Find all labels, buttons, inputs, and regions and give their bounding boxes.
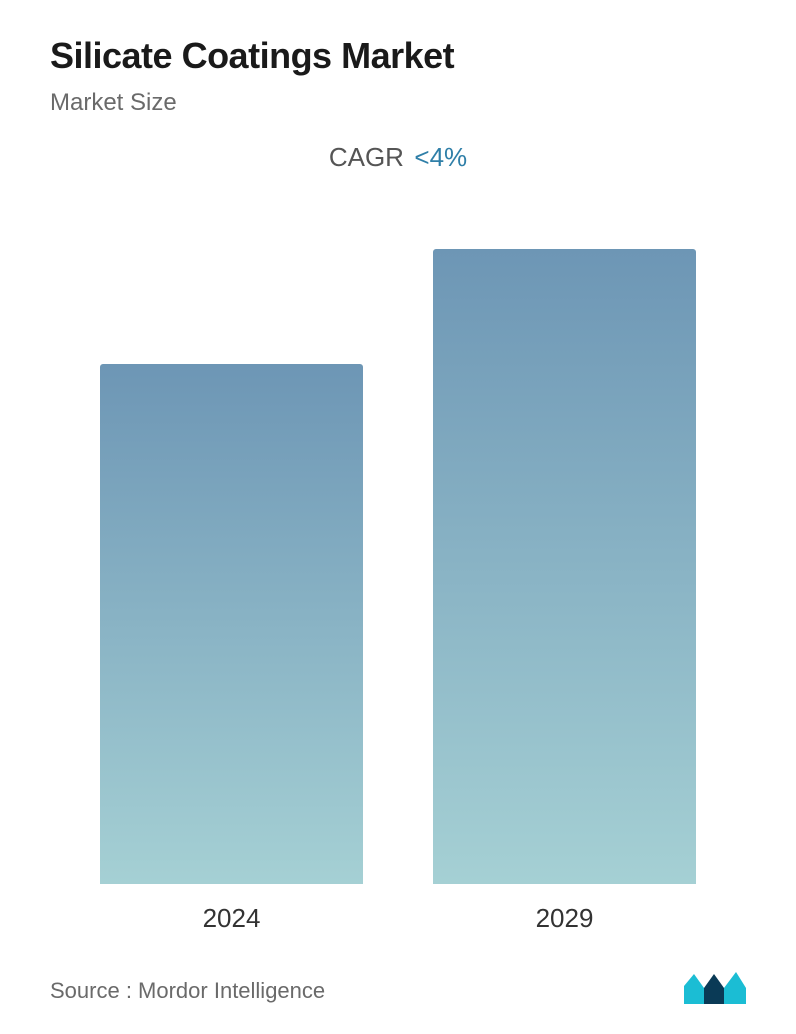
page-title: Silicate Coatings Market bbox=[50, 35, 746, 77]
bar-group-1 bbox=[433, 249, 696, 884]
chart-container: Silicate Coatings Market Market Size CAG… bbox=[0, 0, 796, 1034]
x-label-1: 2029 bbox=[433, 903, 696, 934]
x-label-0: 2024 bbox=[100, 903, 363, 934]
bar-chart: 2024 2029 bbox=[80, 203, 716, 944]
cagr-label: CAGR bbox=[329, 142, 404, 172]
x-axis-labels: 2024 2029 bbox=[80, 903, 716, 934]
bar-1 bbox=[433, 249, 696, 884]
footer: Source : Mordor Intelligence bbox=[50, 944, 746, 1004]
source-text: Source : Mordor Intelligence bbox=[50, 978, 325, 1004]
bars-wrap bbox=[80, 244, 716, 884]
brand-logo-icon bbox=[684, 964, 746, 1004]
cagr-row: CAGR <4% bbox=[50, 142, 746, 173]
subtitle: Market Size bbox=[50, 89, 746, 117]
bar-0 bbox=[100, 364, 363, 884]
cagr-value: <4% bbox=[414, 142, 467, 172]
bar-group-0 bbox=[100, 364, 363, 884]
